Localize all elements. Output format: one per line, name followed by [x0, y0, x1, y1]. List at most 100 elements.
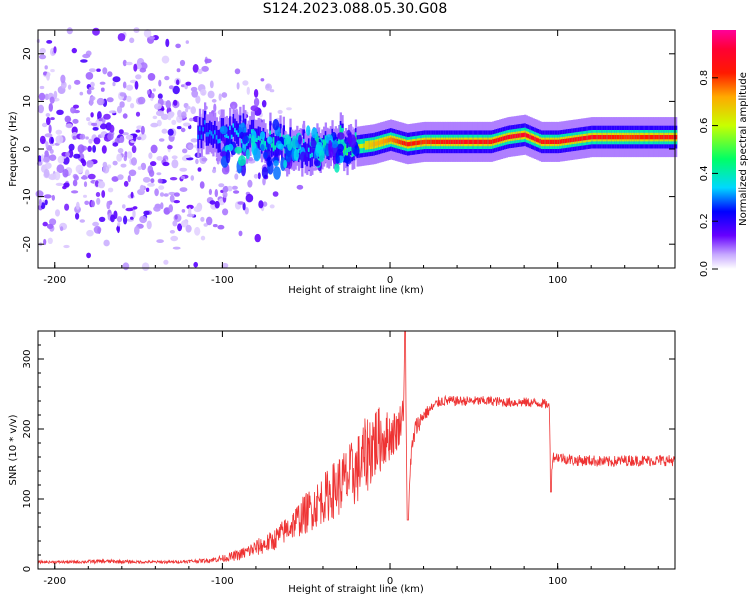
spectrogram-blob: [86, 252, 91, 259]
spectrogram-cell: [651, 135, 654, 140]
spectrogram-cell: [512, 134, 515, 139]
spectrogram-blob: [173, 200, 180, 204]
spectrogram-streak: [260, 144, 265, 151]
spectrogram-blob: [253, 97, 260, 107]
spectrogram-blob: [46, 223, 54, 229]
spectrogram-blob: [185, 81, 192, 86]
spectrogram-blob: [143, 29, 152, 38]
spectrogram-blob: [122, 262, 130, 271]
spectrogram-cell: [551, 139, 554, 144]
spectrogram-blob: [231, 185, 238, 190]
spectrogram-blob: [38, 198, 42, 207]
spectrogram-blob: [101, 190, 106, 198]
spectrogram-cell: [649, 135, 653, 140]
spectrogram-cell: [311, 152, 314, 158]
spectrogram-blob: [48, 103, 53, 112]
spectrogram-cell: [458, 139, 462, 144]
spectrogram-cell: [577, 136, 581, 142]
spectrogram-blob: [211, 98, 217, 103]
spectrogram-cell: [217, 139, 220, 144]
spectrogram-cell: [237, 132, 240, 137]
spectrogram-cell: [661, 135, 664, 140]
spectrogram-blob: [71, 47, 78, 54]
spectrogram-blob: [139, 215, 148, 224]
spectrogram-cell: [358, 144, 361, 149]
spectrogram-cell: [408, 141, 411, 147]
spectrogram-cell: [656, 135, 659, 140]
spectrogram-blob: [156, 110, 164, 117]
spectrogram-blob: [176, 68, 181, 73]
spectrogram-cell: [499, 137, 502, 142]
spectrogram-cell: [202, 127, 205, 132]
spectrogram-blob: [186, 204, 194, 210]
spectrogram-cell: [418, 140, 421, 145]
spectrogram-cell: [324, 140, 327, 145]
spectrogram-cell: [198, 126, 202, 131]
spectrogram-blob: [261, 100, 267, 108]
spectrogram-blob: [128, 169, 137, 177]
spectrogram-cell: [259, 136, 262, 141]
spectrogram-cell: [646, 135, 649, 140]
spectrogram-cell: [524, 132, 527, 137]
spectrogram-blob: [92, 122, 98, 126]
spectrogram-streak: [266, 156, 273, 167]
spectrogram-cell: [589, 135, 592, 140]
spectrogram-cell: [359, 144, 363, 149]
spectrogram-streak: [335, 154, 340, 164]
spectrogram-blob: [93, 137, 101, 145]
spectrogram-blob: [72, 179, 78, 187]
spectrogram-cell: [597, 135, 601, 140]
spectrogram-blob: [169, 194, 175, 203]
spectrogram-blob: [125, 61, 133, 66]
spectrogram-blob: [222, 186, 229, 193]
spectrogram-cell: [468, 139, 472, 144]
spectrogram-blob: [37, 155, 42, 164]
spectrogram-blob: [97, 111, 102, 120]
spectrogram-blob: [209, 200, 216, 205]
spectrogram-cell: [623, 135, 626, 140]
spectrogram-blob: [82, 53, 91, 59]
spectrogram-cell: [530, 135, 534, 140]
spectrogram-cell: [279, 133, 282, 138]
spectrogram-blob: [56, 164, 65, 174]
spectrogram-cell: [395, 138, 398, 144]
page-title: S124.2023.088.05.30.G08: [262, 1, 448, 17]
spectrogram-blob: [75, 212, 80, 220]
spectrogram-cell: [483, 139, 487, 144]
spectrogram-blob: [113, 210, 118, 220]
spectrogram-cell: [495, 138, 498, 143]
spectrogram-cell: [664, 135, 668, 140]
spectrogram-blob: [127, 175, 131, 183]
spectrogram-streak: [293, 149, 299, 161]
spectrogram-cell: [556, 139, 559, 144]
spectrogram-cell: [478, 139, 482, 144]
spectrogram-cell: [534, 136, 537, 142]
spectrogram-blob: [260, 78, 265, 82]
spectrogram-cell: [391, 137, 394, 143]
spectrogram-streak: [310, 139, 317, 148]
spectrogram-cell: [517, 133, 520, 138]
spectrogram-blob: [68, 143, 75, 151]
spectrogram-blob: [160, 113, 169, 120]
spectrogram-cell: [219, 138, 222, 144]
spectrogram-blob: [56, 109, 64, 116]
spectrogram-cell: [535, 137, 539, 142]
spectrogram-ytick-label: -10: [22, 188, 33, 204]
spectrogram-blob: [50, 136, 54, 144]
spectrogram-cell: [666, 135, 669, 140]
spectrogram-blob: [171, 159, 179, 169]
spectrogram-blob: [183, 154, 191, 158]
spectrogram-streak: [266, 136, 273, 145]
spectrogram-blob: [180, 127, 186, 133]
spectrogram-streak: [245, 148, 250, 160]
spectrogram-blob: [88, 86, 95, 91]
spectrogram-blob: [168, 85, 174, 90]
spectrogram-blob: [139, 62, 148, 70]
spectrogram-streak: [260, 131, 266, 140]
spectrogram-cell: [497, 137, 500, 143]
spectrogram-blob: [253, 173, 259, 179]
spectrogram-cell: [457, 139, 460, 144]
spectrogram-blob: [140, 125, 145, 135]
spectrogram-blob: [197, 68, 203, 75]
